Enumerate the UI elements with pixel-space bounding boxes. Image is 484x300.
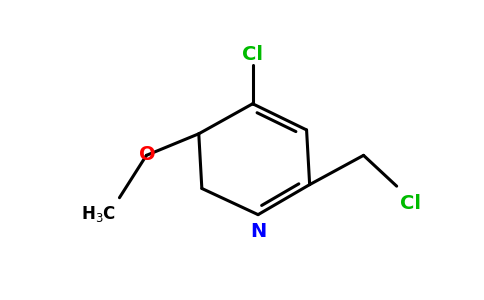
Text: Cl: Cl bbox=[400, 194, 421, 213]
Text: H$_3$C: H$_3$C bbox=[81, 204, 116, 224]
Text: Cl: Cl bbox=[242, 45, 263, 64]
Text: O: O bbox=[139, 145, 155, 164]
Text: N: N bbox=[250, 222, 266, 241]
